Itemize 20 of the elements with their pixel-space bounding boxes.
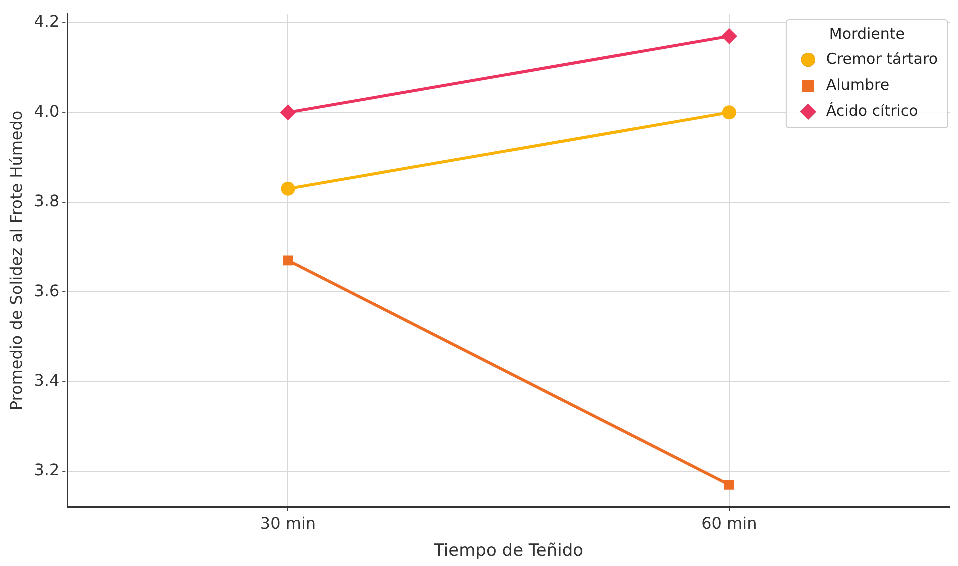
y-axis-title: Promedio de Solidez al Frote Húmedo	[6, 110, 26, 411]
y-tick-label: 3.2	[34, 460, 60, 480]
x-tick-label: 60 min	[702, 514, 758, 534]
x-axis-title: Tiempo de Teñido	[433, 541, 584, 562]
point	[281, 182, 296, 196]
legend-label: Alumbre	[826, 76, 890, 94]
legend-label: Ácido cítrico	[826, 102, 918, 120]
legend-label: Cremor tártaro	[826, 50, 938, 68]
point	[721, 28, 738, 44]
x-tick-label: 30 min	[260, 514, 316, 534]
y-tick-label: 4.0	[34, 102, 60, 121]
point	[724, 480, 734, 490]
legend-title: Mordiente	[829, 24, 905, 43]
y-tick-label: 3.4	[34, 370, 60, 390]
y-tick-label: 3.6	[34, 281, 60, 300]
point	[280, 104, 296, 121]
point	[722, 106, 736, 120]
point	[283, 256, 294, 266]
y-tick-label: 4.2	[34, 12, 60, 32]
y-tick-label: 3.8	[34, 192, 60, 211]
